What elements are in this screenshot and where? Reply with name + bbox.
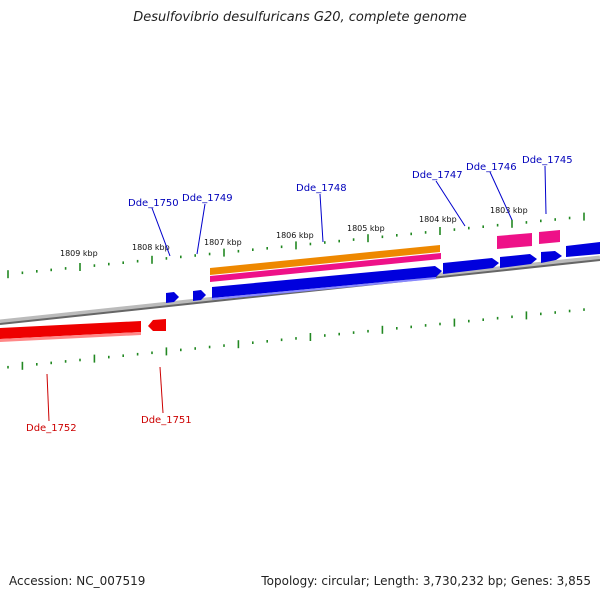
gene-label-dde-1749[interactable]: Dde_1749 [182,193,233,204]
gene-arrow-dde-1752-shade [0,332,141,342]
gene-arrow-dde-1745[interactable] [541,251,562,263]
leader-line-dde-1748 [319,193,324,243]
gene-arrow-dde-1750[interactable] [166,292,179,303]
genome-stats-text: Topology: circular; Length: 3,730,232 bp… [261,574,591,588]
gene-arrow-next[interactable] [566,242,600,257]
leader-line-dde-1745 [544,165,547,215]
scale-label-1809: 1809 kbp [60,249,98,258]
scale-label-1808: 1808 kbp [132,243,170,252]
gene-arrow-dde-1752[interactable] [0,321,141,339]
leader-line-dde-1746 [489,171,513,221]
gene-arrow-dde-1751[interactable] [148,319,166,331]
rna-feature-pink[interactable] [210,253,441,282]
gene-label-dde-1751[interactable]: Dde_1751 [141,415,192,426]
leader-line-dde-1747 [435,180,466,227]
scale-label-1807: 1807 kbp [204,238,242,247]
gene-arrow-dde-1748[interactable] [212,266,442,298]
gene-forward-shade [212,277,436,300]
leader-line-dde-1751 [159,366,164,414]
leader-line-dde-1752 [46,373,50,422]
gene-arrow-dde-1746[interactable] [500,254,537,268]
map-title: Desulfovibrio desulfuricans G20, complet… [133,10,467,25]
scale-label-1806: 1806 kbp [276,231,314,240]
accession-text: Accession: NC_007519 [9,574,146,588]
gene-label-dde-1750[interactable]: Dde_1750 [128,198,179,209]
genome-backbone-shade [0,259,600,325]
rna-feature-pink-small-a[interactable] [497,233,532,249]
leader-line-dde-1749 [196,203,206,255]
upper-tick-row [7,212,585,279]
scale-label-1804: 1804 kbp [419,215,457,224]
scale-label-1803: 1803 kbp [490,206,528,215]
gene-label-dde-1747[interactable]: Dde_1747 [412,170,463,181]
lower-tick-row [7,308,585,370]
gene-label-dde-1746[interactable]: Dde_1746 [466,162,517,173]
rna-feature-orange[interactable] [210,245,440,275]
gene-label-dde-1748[interactable]: Dde_1748 [296,183,347,194]
scale-label-1805: 1805 kbp [347,224,385,233]
gene-arrow-dde-1747[interactable] [443,258,499,274]
gene-label-dde-1745[interactable]: Dde_1745 [522,155,573,166]
leader-line-dde-1750 [151,207,171,257]
rna-feature-pink-small-b[interactable] [539,230,560,244]
gene-arrow-dde-1749[interactable] [193,290,206,301]
gene-label-dde-1752[interactable]: Dde_1752 [26,423,77,434]
